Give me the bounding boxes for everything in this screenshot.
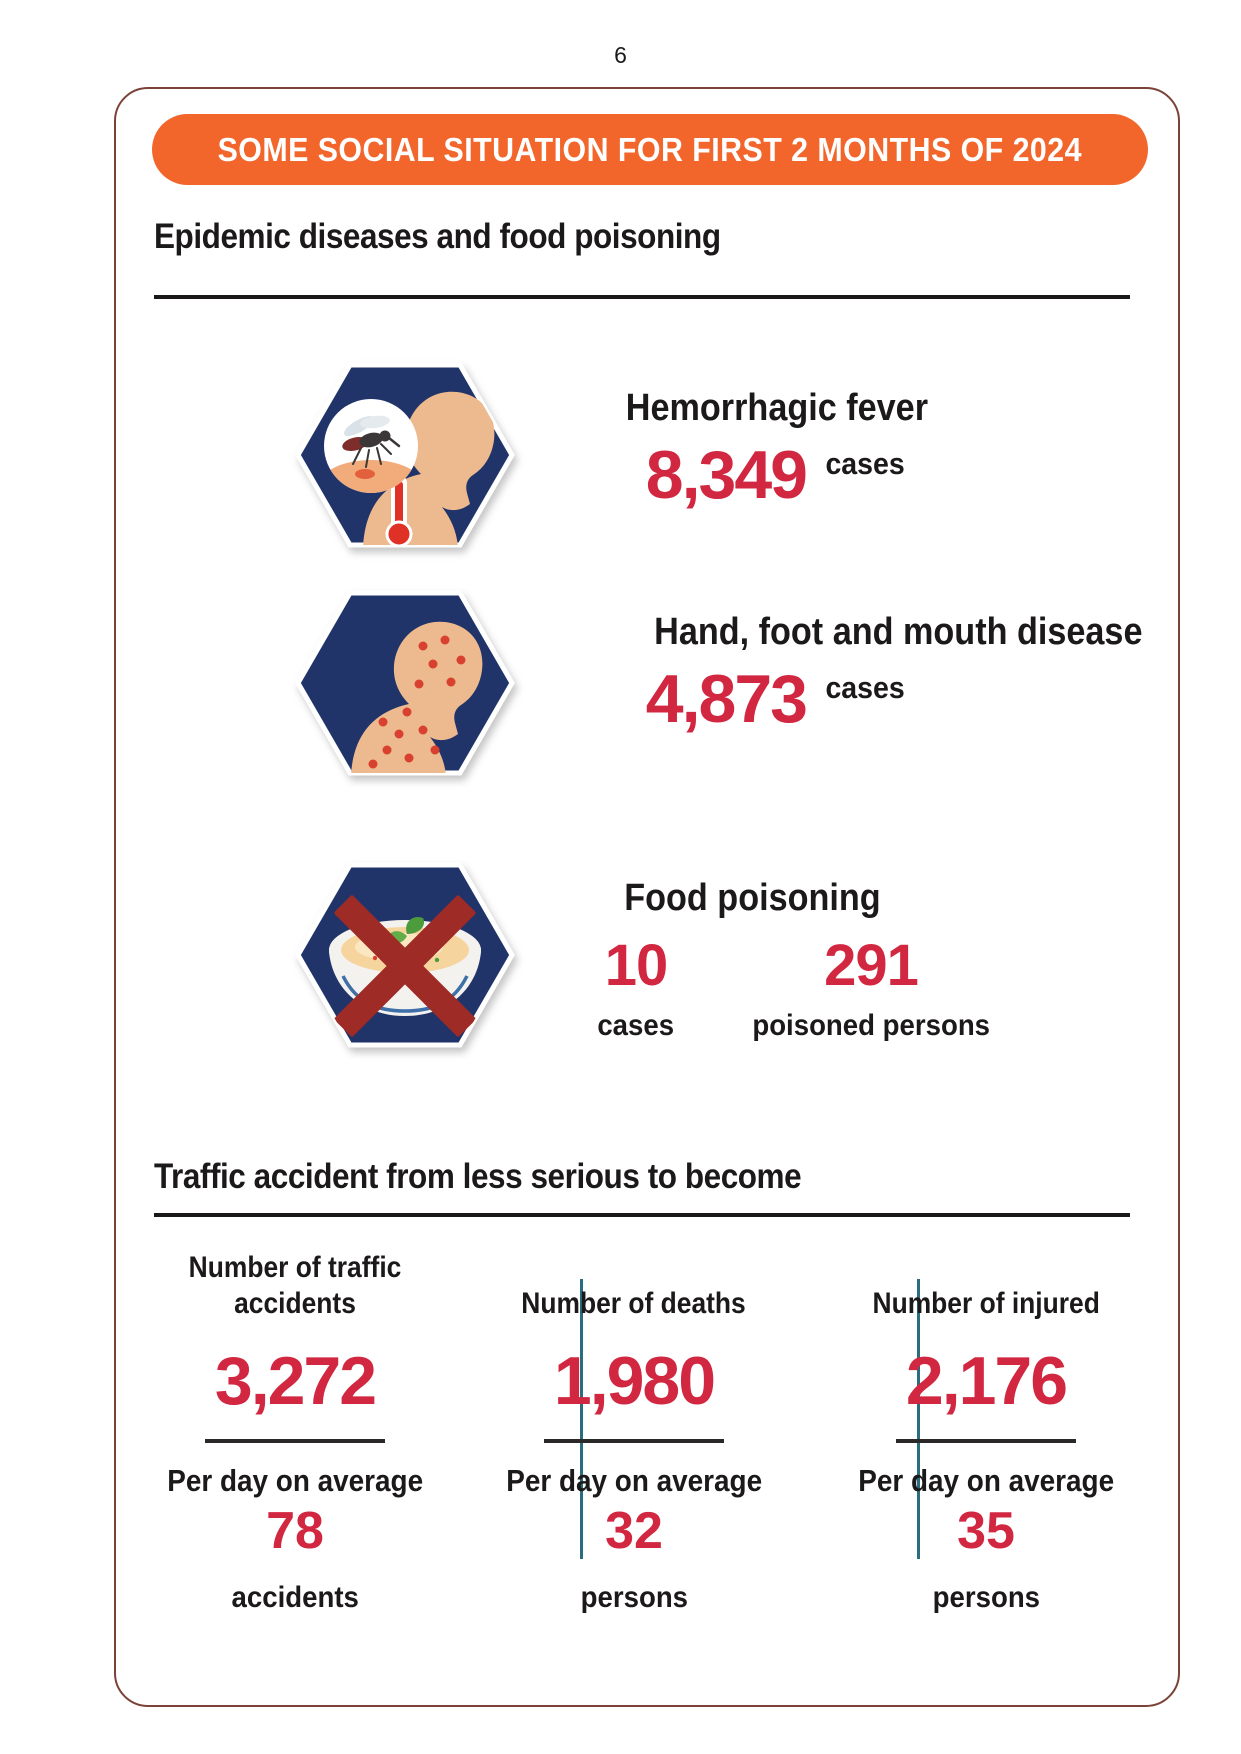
mosquito-glyph: [342, 415, 401, 468]
mosquito-fever-icon: [295, 362, 515, 548]
per-day-label: Per day on average: [858, 1463, 1114, 1498]
total-value: 3,272: [214, 1343, 377, 1419]
item-title: Hemorrhagic fever: [625, 387, 929, 429]
traffic-heading-rule: [154, 1213, 1130, 1217]
column-header: Number of deaths: [521, 1286, 747, 1320]
stat-unit: poisoned persons: [752, 1008, 990, 1042]
hfmd-text: Hand, foot and mouth disease 4,873 cases: [542, 611, 1143, 737]
total-value: 2,176: [905, 1343, 1068, 1419]
total-underline: [544, 1439, 724, 1443]
food-poisoning-text: Food poisoning 10 cases 291 poisoned per…: [542, 877, 1012, 1043]
column-divider: [580, 1279, 583, 1559]
item-title: Food poisoning: [623, 877, 881, 919]
column-header: Number of traffic accidents: [188, 1251, 402, 1320]
crossed-food-bowl-icon: [295, 862, 515, 1048]
column-header: Number of injured: [872, 1286, 1100, 1320]
item-value: 8,349: [645, 436, 808, 513]
rash-dots: [368, 635, 466, 769]
per-day-value: 32: [605, 1502, 663, 1560]
banner-title: SOME SOCIAL SITUATION FOR FIRST 2 MONTHS…: [217, 130, 1083, 168]
per-day-unit: accidents: [231, 1581, 359, 1614]
hemorrhagic-fever-text: Hemorrhagic fever 8,349 cases: [542, 387, 1012, 509]
column-divider: [917, 1279, 920, 1559]
x-mark: [334, 895, 476, 1037]
per-day-unit: persons: [580, 1581, 688, 1614]
total-underline: [205, 1439, 385, 1443]
stat-group-cases: 10 cases: [542, 932, 730, 1043]
person-silhouette: [351, 621, 483, 773]
total-value: 1,980: [553, 1343, 716, 1419]
per-day-label: Per day on average: [506, 1463, 762, 1498]
traffic-column-accidents: Number of traffic accidents 3,272 Per da…: [135, 1239, 455, 1615]
rash-person-icon: [295, 590, 515, 776]
page-number: 6: [614, 42, 627, 68]
item-title: Hand, foot and mouth disease: [654, 611, 1143, 653]
per-day-unit: persons: [932, 1581, 1040, 1614]
epidemic-heading-rule: [154, 295, 1130, 299]
per-day-label: Per day on average: [167, 1463, 423, 1498]
hfmd-item-icon: [295, 590, 515, 776]
item-value: 4,873: [645, 660, 808, 737]
traffic-section-heading: Traffic accident from less serious to be…: [154, 1157, 802, 1196]
total-underline: [896, 1439, 1076, 1443]
stat-value: 10: [604, 932, 669, 998]
item-unit: cases: [825, 669, 905, 705]
traffic-column-deaths: Number of deaths 1,980 Per day on averag…: [474, 1239, 794, 1615]
stat-group-poisoned: 291 poisoned persons: [730, 932, 1012, 1043]
traffic-column-injured: Number of injured 2,176 Per day on avera…: [826, 1239, 1146, 1615]
content-card: SOME SOCIAL SITUATION FOR FIRST 2 MONTHS…: [114, 87, 1180, 1707]
hemorrhagic-fever-item-icon: [295, 362, 515, 548]
stat-value: 291: [824, 932, 919, 998]
stat-unit: cases: [597, 1008, 675, 1042]
per-day-value: 78: [266, 1502, 324, 1560]
food-poisoning-item-icon: [295, 862, 515, 1048]
item-unit: cases: [825, 445, 905, 481]
thermometer-icon: [395, 481, 403, 527]
per-day-value: 35: [957, 1502, 1015, 1560]
garnish-leaf: [406, 916, 425, 934]
title-banner: SOME SOCIAL SITUATION FOR FIRST 2 MONTHS…: [152, 114, 1148, 185]
epidemic-section-heading: Epidemic diseases and food poisoning: [154, 217, 721, 256]
